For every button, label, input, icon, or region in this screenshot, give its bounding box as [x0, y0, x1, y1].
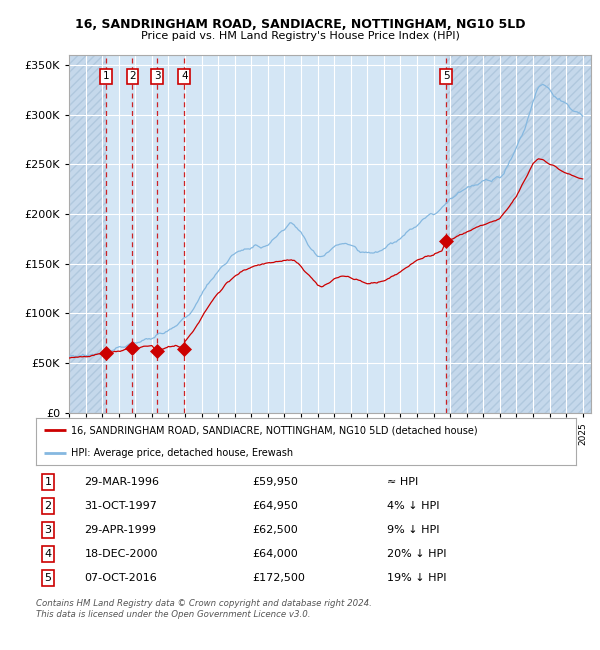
Text: 2: 2 — [129, 72, 136, 81]
Text: ≈ HPI: ≈ HPI — [387, 477, 418, 487]
Text: 3: 3 — [154, 72, 161, 81]
Bar — [157, 55, 184, 413]
Text: This data is licensed under the Open Government Licence v3.0.: This data is licensed under the Open Gov… — [36, 610, 311, 619]
Text: 20% ↓ HPI: 20% ↓ HPI — [387, 549, 446, 559]
Text: Contains HM Land Registry data © Crown copyright and database right 2024.: Contains HM Land Registry data © Crown c… — [36, 599, 372, 608]
Bar — [184, 55, 446, 413]
Bar — [446, 55, 591, 413]
Text: 18-DEC-2000: 18-DEC-2000 — [85, 549, 158, 559]
Text: £172,500: £172,500 — [252, 573, 305, 583]
Text: 3: 3 — [44, 525, 52, 535]
Bar — [69, 55, 106, 413]
Text: HPI: Average price, detached house, Erewash: HPI: Average price, detached house, Erew… — [71, 448, 293, 458]
Text: 1: 1 — [44, 477, 52, 487]
Text: 16, SANDRINGHAM ROAD, SANDIACRE, NOTTINGHAM, NG10 5LD (detached house): 16, SANDRINGHAM ROAD, SANDIACRE, NOTTING… — [71, 425, 478, 435]
Text: 2: 2 — [44, 501, 52, 511]
Text: 19% ↓ HPI: 19% ↓ HPI — [387, 573, 446, 583]
Text: 4% ↓ HPI: 4% ↓ HPI — [387, 501, 439, 511]
Text: £59,950: £59,950 — [252, 477, 298, 487]
Text: 29-APR-1999: 29-APR-1999 — [85, 525, 157, 535]
Text: Price paid vs. HM Land Registry's House Price Index (HPI): Price paid vs. HM Land Registry's House … — [140, 31, 460, 41]
Text: 4: 4 — [181, 72, 188, 81]
Text: 16, SANDRINGHAM ROAD, SANDIACRE, NOTTINGHAM, NG10 5LD: 16, SANDRINGHAM ROAD, SANDIACRE, NOTTING… — [75, 18, 525, 31]
Text: £64,950: £64,950 — [252, 501, 298, 511]
Text: 07-OCT-2016: 07-OCT-2016 — [85, 573, 157, 583]
Bar — [133, 55, 157, 413]
Text: £64,000: £64,000 — [252, 549, 298, 559]
Text: 5: 5 — [443, 72, 449, 81]
Text: £62,500: £62,500 — [252, 525, 298, 535]
Text: 29-MAR-1996: 29-MAR-1996 — [85, 477, 160, 487]
Text: 4: 4 — [44, 549, 52, 559]
Text: 1: 1 — [103, 72, 109, 81]
Text: 9% ↓ HPI: 9% ↓ HPI — [387, 525, 439, 535]
Bar — [106, 55, 133, 413]
Text: 31-OCT-1997: 31-OCT-1997 — [85, 501, 157, 511]
Text: 5: 5 — [44, 573, 52, 583]
